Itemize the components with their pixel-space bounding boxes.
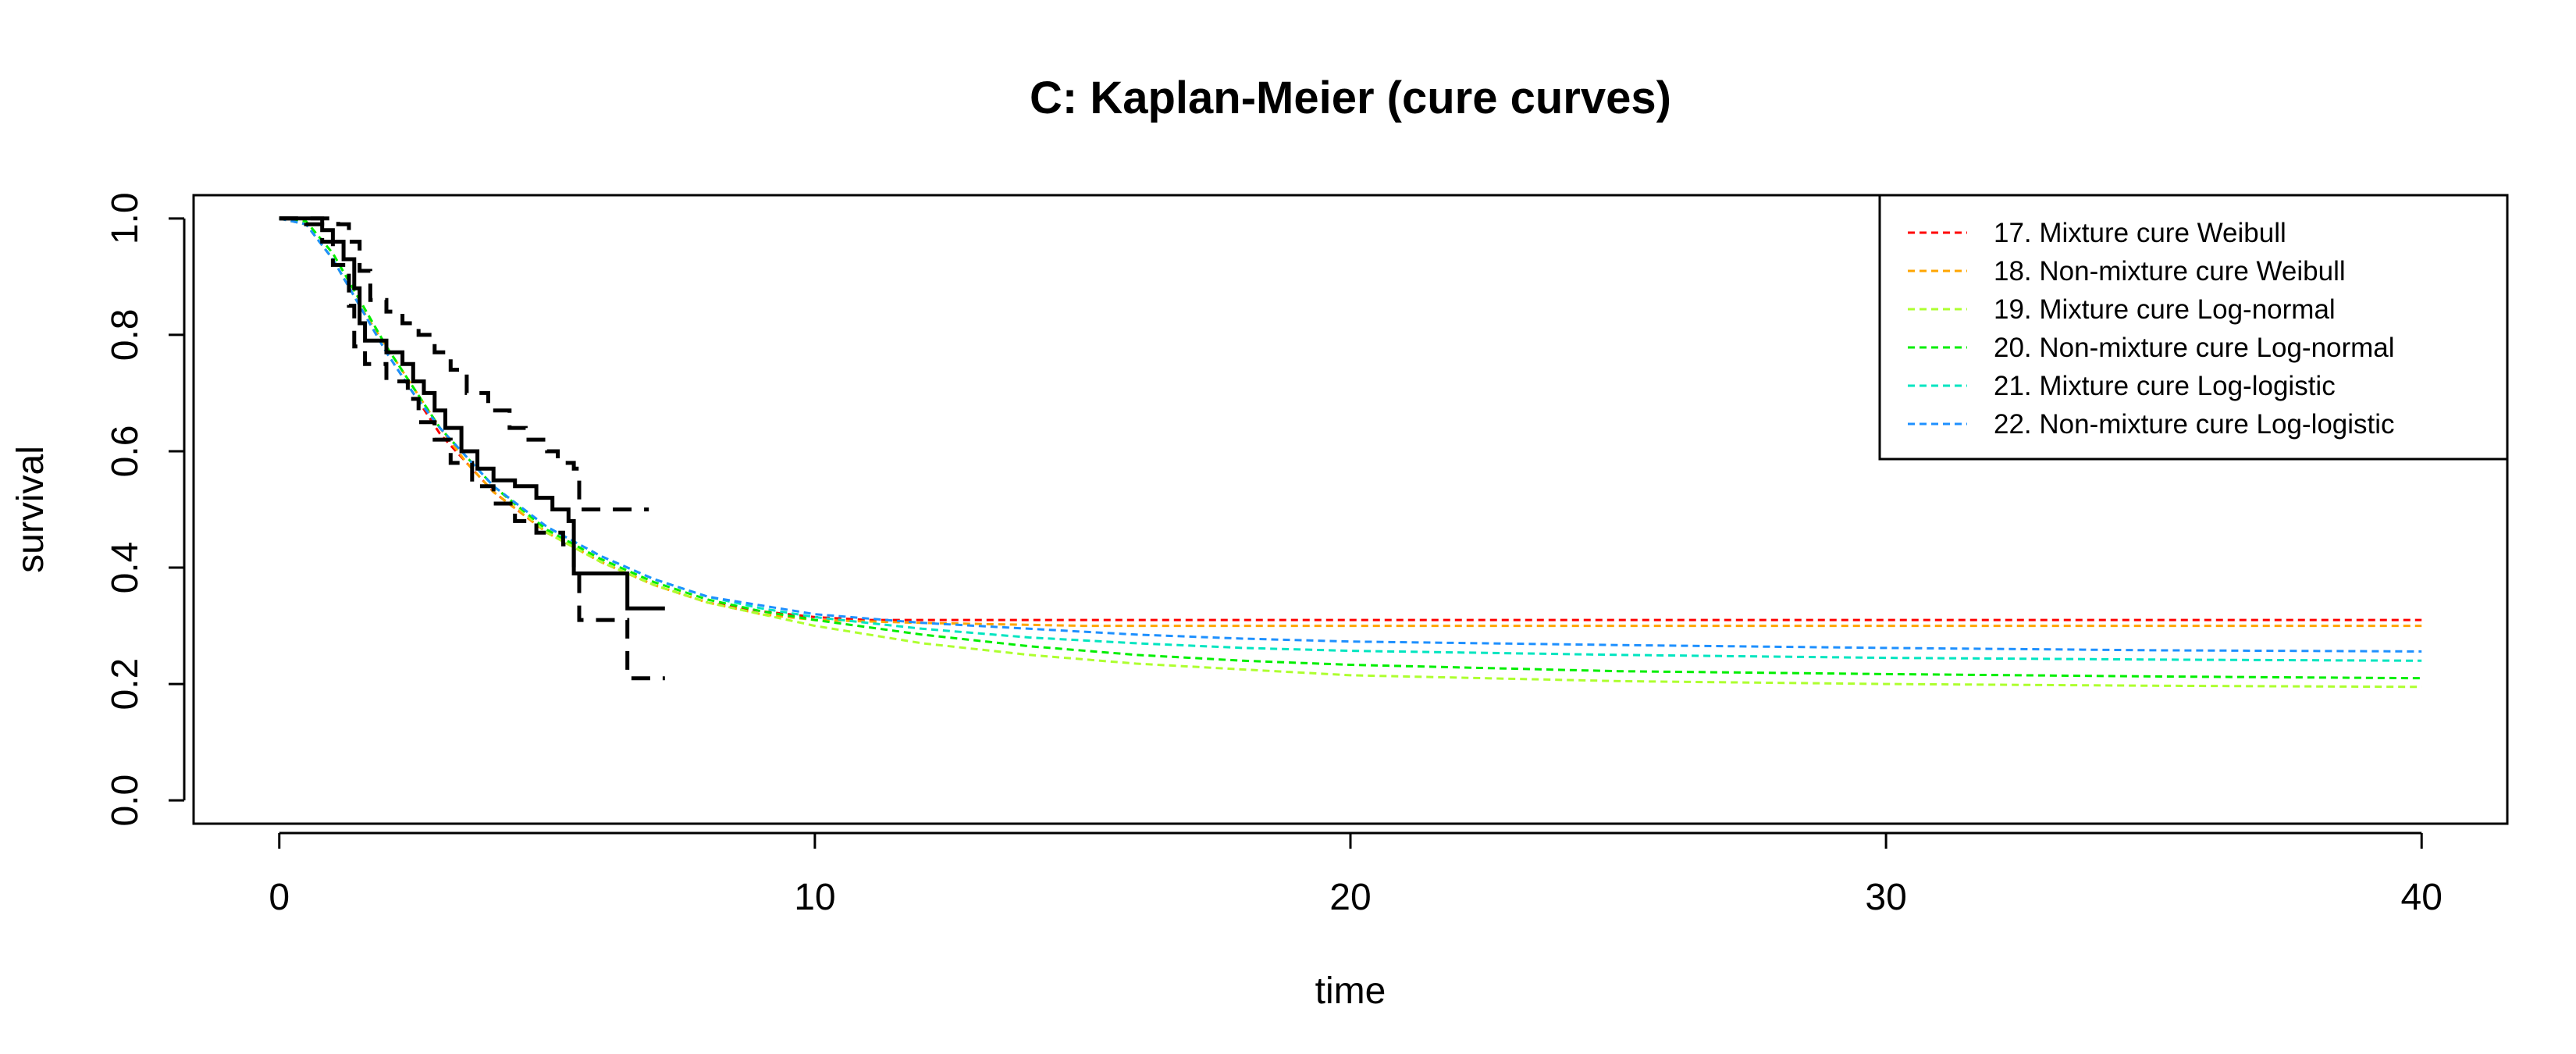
legend-entry: 19. Mixture cure Log-normal: [1994, 294, 2336, 325]
km-lower-ci: [279, 216, 665, 681]
y-tick-label: 1.0: [105, 192, 146, 244]
chart-title: C: Kaplan-Meier (cure curves): [1030, 73, 1671, 123]
x-tick-label: 30: [1865, 877, 1906, 918]
y-tick-label: 0.0: [105, 774, 146, 827]
plot-frame: [192, 194, 2509, 825]
y-tick-label: 0.8: [105, 309, 146, 361]
legend-entry: 18. Non-mixture cure Weibull: [1994, 256, 2346, 287]
series-line-6: [279, 217, 2422, 653]
legend-entry: 21. Mixture cure Log-logistic: [1994, 371, 2336, 401]
legend-entry: 22. Non-mixture cure Log-logistic: [1994, 409, 2395, 440]
x-axis-label: time: [1315, 970, 1386, 1012]
legend-entry: 20. Non-mixture cure Log-normal: [1994, 333, 2395, 363]
series-line-5: [279, 217, 2422, 662]
x-tick-label: 0: [269, 877, 290, 918]
x-tick-label: 20: [1329, 877, 1371, 918]
x-axis: 0 10 20 30 40: [269, 831, 2443, 918]
km-upper-ci: [279, 216, 649, 511]
legend: 17. Mixture cure Weibull 18. Non-mixture …: [1878, 194, 2509, 461]
y-tick-label: 0.2: [105, 658, 146, 710]
x-tick-label: 10: [794, 877, 835, 918]
series-line-4: [279, 217, 2422, 680]
km-estimate: [279, 216, 665, 611]
y-tick-label: 0.4: [105, 542, 146, 594]
legend-box: [1878, 194, 2509, 461]
y-tick-label: 0.6: [105, 426, 146, 478]
x-tick-label: 40: [2401, 877, 2443, 918]
kaplan-meier-layer: [279, 216, 665, 681]
series-layer: [279, 217, 2422, 689]
y-axis-label: survival: [10, 446, 52, 573]
y-axis: 0.0 0.2 0.4 0.6 0.8 1.0: [105, 192, 186, 827]
series-line-2: [279, 217, 2422, 628]
legend-entry: 17. Mixture cure Weibull: [1994, 218, 2286, 248]
